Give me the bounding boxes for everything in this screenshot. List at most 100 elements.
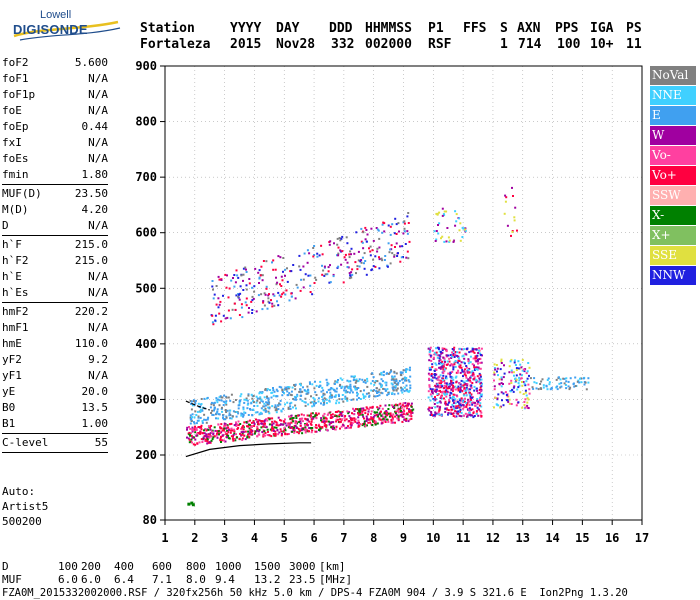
echo-point: [345, 418, 348, 421]
echo-point: [479, 410, 482, 413]
echo-point: [192, 436, 195, 439]
echo-point: [510, 382, 513, 384]
echo-point: [280, 409, 283, 412]
echo-point: [435, 373, 438, 376]
echo-point: [513, 359, 516, 362]
echo-point: [448, 385, 451, 388]
echo-point: [267, 297, 270, 300]
echo-point: [405, 384, 408, 387]
echo-point: [497, 404, 500, 407]
echo-point: [364, 260, 367, 262]
echo-point: [473, 389, 476, 392]
echo-point: [394, 403, 397, 406]
echo-point: [340, 237, 343, 240]
echo-point: [302, 278, 305, 281]
echo-point: [445, 210, 448, 213]
echo-point: [255, 401, 258, 404]
echo-point: [445, 393, 448, 396]
echo-point: [456, 395, 459, 398]
echo-point: [314, 276, 317, 279]
echo-point: [376, 247, 379, 250]
x-tick-label: 9: [400, 531, 407, 545]
legend-vo: Vo-: [650, 146, 696, 165]
param-value: N/A: [88, 270, 108, 283]
echo-point: [355, 272, 357, 275]
echo-point: [350, 375, 353, 378]
echo-point: [356, 268, 359, 271]
echo-point: [437, 393, 440, 396]
echo-point: [323, 274, 326, 277]
echo-point: [189, 400, 192, 402]
echo-point: [301, 390, 304, 393]
echo-point: [468, 400, 470, 403]
echo-point: [409, 387, 412, 389]
echo-point: [381, 231, 384, 234]
echo-point: [191, 426, 194, 429]
echo-point: [215, 417, 217, 420]
echo-point: [294, 297, 297, 300]
echo-point: [471, 401, 474, 404]
echo-point: [320, 417, 323, 420]
echo-point: [252, 395, 255, 397]
legend-nnw: NNW: [650, 266, 696, 285]
echo-point: [268, 301, 271, 304]
echo-point: [431, 388, 434, 391]
echo-point: [464, 390, 467, 393]
echo-point: [209, 432, 212, 435]
echo-point: [329, 388, 332, 391]
echo-point: [550, 386, 553, 389]
echo-point: [207, 416, 210, 419]
echo-point: [365, 420, 368, 422]
echo-point: [437, 390, 440, 392]
echo-point: [433, 230, 436, 233]
echo-point: [220, 436, 223, 439]
echo-point: [454, 365, 457, 368]
echo-point: [285, 386, 288, 389]
echo-point: [396, 417, 399, 420]
echo-point: [193, 416, 196, 419]
echo-point: [454, 385, 457, 388]
echo-point: [347, 412, 350, 415]
echo-point: [373, 420, 376, 422]
echo-point: [206, 440, 209, 443]
echo-point: [464, 383, 467, 385]
echo-point: [341, 394, 344, 396]
echo-point: [526, 404, 529, 407]
polarization-legend: NoVal NNE E W Vo- Vo+ SSW X- X+ SSE NNW: [650, 66, 696, 286]
echo-point: [203, 397, 206, 400]
echo-point: [434, 413, 437, 416]
param-row-clevel: C-level 55: [2, 435, 108, 451]
echo-point: [401, 388, 404, 391]
echo-point: [249, 408, 251, 410]
echo-point: [330, 421, 333, 424]
echo-point: [337, 379, 339, 381]
echo-point: [448, 387, 451, 390]
echo-point: [235, 425, 238, 427]
echo-point: [400, 386, 402, 389]
echo-point: [408, 369, 411, 372]
echo-point: [337, 393, 340, 396]
echo-point: [320, 390, 323, 393]
echo-point: [212, 436, 215, 439]
echo-point: [360, 259, 363, 261]
echo-point: [219, 439, 222, 442]
echo-point: [378, 373, 381, 376]
echo-point: [391, 386, 394, 389]
echo-point: [290, 421, 293, 424]
echo-point: [393, 375, 396, 378]
echo-point: [526, 401, 529, 404]
param-value: 20.0: [81, 385, 109, 398]
echo-point: [235, 411, 238, 413]
echo-point: [300, 278, 303, 281]
echo-point: [399, 406, 402, 409]
echo-point: [366, 233, 369, 236]
echo-point: [540, 380, 543, 383]
echo-point: [267, 397, 270, 400]
echo-point: [356, 391, 358, 394]
echo-point: [405, 377, 408, 379]
echo-point: [377, 229, 380, 232]
param-row-hes: h`Es N/A: [2, 285, 108, 301]
echo-point: [355, 380, 358, 382]
echo-point: [451, 351, 454, 354]
echo-point: [471, 403, 474, 406]
